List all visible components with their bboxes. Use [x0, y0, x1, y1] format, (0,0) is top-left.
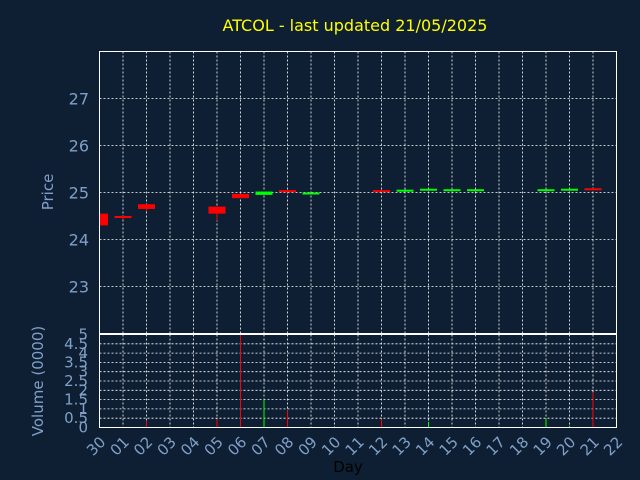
volume-bar — [381, 419, 382, 428]
price-candles — [99, 188, 602, 226]
volume-tick-label: 0 — [78, 419, 88, 437]
volume-tick-label: 2 — [78, 381, 88, 399]
price-axis-label: Price — [39, 174, 57, 211]
candle-body — [584, 188, 602, 191]
candle-body — [420, 188, 437, 191]
volume-tick-label: 4 — [78, 344, 88, 362]
price-tick-label: 23 — [69, 278, 89, 297]
price-plot-frame — [99, 51, 617, 334]
volume-tick-label: 2.5 — [64, 372, 88, 390]
volume-bar — [545, 418, 547, 428]
volume-bar — [146, 420, 147, 428]
candle-body — [561, 188, 578, 191]
volume-bar — [287, 410, 288, 428]
chart-title: ATCOL - last updated 21/05/2025 — [223, 16, 488, 35]
price-tick-label: 24 — [69, 231, 89, 250]
price-tick-label: 25 — [69, 184, 89, 203]
candle-body — [467, 189, 484, 192]
volume-y-ticks: 00.511.522.533.544.55 — [64, 326, 88, 437]
candle-body — [396, 189, 414, 192]
candle-body — [99, 213, 108, 226]
volume-axis-label: Volume (0000) — [29, 326, 47, 436]
candle-body — [255, 191, 273, 195]
candle-body — [114, 216, 132, 218]
candle-body — [302, 192, 320, 195]
candle-body — [208, 206, 226, 214]
volume-tick-label: 3.5 — [64, 353, 88, 371]
candle-body — [373, 190, 390, 193]
x-axis-label: Day — [333, 458, 363, 476]
candle-body — [443, 189, 461, 192]
volume-bar — [592, 392, 594, 428]
volume-bar — [216, 419, 218, 428]
volume-bar — [240, 334, 241, 428]
volume-bar — [569, 425, 570, 428]
candle-body — [279, 190, 296, 193]
x-axis-ticks: 3001020304050607080910111213141516171819… — [83, 433, 626, 459]
volume-plot-frame — [99, 334, 617, 428]
price-tick-label: 27 — [69, 90, 89, 109]
volume-tick-label: 3 — [78, 363, 88, 381]
candle-body — [232, 193, 249, 199]
volume-tick-label: 4.5 — [64, 335, 88, 353]
volume-tick-label: 1 — [78, 400, 88, 418]
volume-tick-label: 0.5 — [64, 409, 88, 427]
volume-tick-label: 5 — [78, 326, 88, 344]
volume-bar — [263, 399, 265, 428]
price-tick-label: 26 — [69, 137, 89, 156]
price-y-ticks: 23 24 25 26 27 — [69, 90, 89, 297]
candle-body — [138, 204, 155, 209]
candle-body — [537, 189, 555, 192]
volume-tick-label: 1.5 — [64, 391, 88, 409]
volume-bar — [428, 421, 429, 428]
